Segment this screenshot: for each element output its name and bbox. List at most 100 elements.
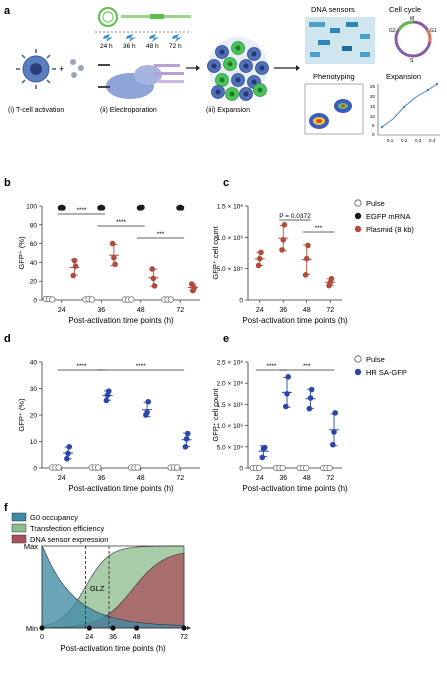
x-tick-label: 48 <box>137 475 145 482</box>
data-point-plasmid-8-kb- <box>302 272 309 278</box>
step-label-3: (iii) Expansion <box>206 107 250 114</box>
data-point-pulse <box>94 464 102 471</box>
y-tick-label: 20 <box>30 413 38 420</box>
data-point-plasmid-8-kb- <box>151 283 158 289</box>
y-axis-title: GFP⁺ cell count <box>211 388 220 442</box>
x-axis-title: Post-activation time points (h) <box>242 484 348 493</box>
expansion-cell-nucleus <box>251 51 257 57</box>
x-axis-title: Post-activation time points (h) <box>68 484 174 493</box>
x-tick-label: 72 <box>326 307 334 314</box>
data-point-plasmid-8-kb- <box>70 272 76 279</box>
data-point-plasmid-8-kb- <box>328 275 335 282</box>
panel-letter-f: f <box>4 502 8 514</box>
x-tick-label: 72 <box>176 307 184 314</box>
data-point-hr-sa-gfp <box>103 397 110 404</box>
x-tick-label: 36 <box>97 475 105 482</box>
legend-marker-hr <box>354 368 362 376</box>
exp-yt-2: 10 <box>370 114 376 119</box>
x-tick-label: 24 <box>85 634 93 641</box>
y-tick-label: 1.5 × 10⁶ <box>217 204 244 211</box>
legend-label: DNA sensor expression <box>30 535 108 544</box>
x-axis-title: Post-activation time points (h) <box>60 644 166 653</box>
expansion-cell-nucleus <box>211 63 217 69</box>
legend-marker-egfp <box>354 212 362 220</box>
x-tick-label: 48 <box>137 307 145 314</box>
legend-label: Transfection efficiency <box>30 524 104 533</box>
timepoint-36: 36 h <box>123 43 136 50</box>
plus-sign: + <box>59 64 64 74</box>
expansion-cell-nucleus <box>227 61 233 67</box>
y-label-max: Max <box>24 542 38 551</box>
legend-label: G0 occupancy <box>30 513 78 522</box>
x-tick-dot <box>110 625 116 631</box>
panel-e-chart: 0 5.0 × 10⁵ 1.0 × 10⁶ 1.5 × 10⁶ 2.0 × 10⁶ 2.5… <box>211 360 348 494</box>
x-tick-dot <box>134 625 140 631</box>
data-point-plasmid-8-kb- <box>281 222 288 228</box>
y-tick-label: 5.0 × 10⁵ <box>217 444 244 451</box>
y-tick-label: 40 <box>30 260 38 267</box>
data-point-hr-sa-gfp <box>66 444 73 450</box>
x-tick-dot <box>39 625 45 631</box>
data-point-hr-sa-gfp <box>330 441 336 448</box>
x-tick-label: 24 <box>256 307 264 314</box>
legend-label-pulse: Pulse <box>366 199 385 208</box>
cell-cycle-label-g2: G2 <box>389 28 396 34</box>
legend-swatch <box>11 523 27 533</box>
exp-xt-2: 0.3 <box>415 138 422 143</box>
data-point-pulse <box>49 296 56 303</box>
plasmid-icon <box>98 7 191 27</box>
exp-yt-4: 20 <box>370 94 376 99</box>
expansion-cell-nucleus <box>215 89 221 95</box>
x-tick-label: 24 <box>58 475 66 482</box>
y-tick-label: 20 <box>30 279 38 286</box>
y-tick-label: 1.0 × 10⁶ <box>217 423 244 430</box>
data-point-hr-sa-gfp <box>284 391 290 397</box>
y-tick-label: 0 <box>33 298 37 305</box>
panel-letter-a: a <box>4 5 11 17</box>
y-axis-title: GFP⁺ (%) <box>17 236 26 270</box>
x-tick-dot <box>181 625 187 631</box>
data-point-plasmid-8-kb- <box>191 284 197 291</box>
data-point-plasmid-8-kb- <box>305 242 311 249</box>
x-tick-label: 36 <box>109 634 117 641</box>
readout-phenotyping: Phenotyping <box>313 72 355 81</box>
legend-swatch <box>11 534 27 544</box>
data-point-plasmid-8-kb- <box>256 255 263 262</box>
data-point-hr-sa-gfp <box>184 430 191 437</box>
data-point-pulse <box>303 464 310 472</box>
x-tick-label: 72 <box>180 634 188 641</box>
data-point-plasmid-8-kb- <box>71 257 78 264</box>
y-tick-label: 10 <box>30 439 38 446</box>
data-point-plasmid-8-kb- <box>72 263 79 269</box>
readout-expansion: Expansion <box>386 72 421 81</box>
expansion-cell-nucleus <box>243 63 249 69</box>
y-tick-label: 1.5 × 10⁶ <box>217 402 244 409</box>
significance-label: **** <box>76 207 87 214</box>
significance-label: *** <box>315 225 323 232</box>
significance-label: **** <box>116 219 127 226</box>
x-tick-label: 72 <box>326 475 334 482</box>
data-point-pulse <box>173 464 181 471</box>
area-g0-occupancy <box>41 544 185 629</box>
expansion-cell-nucleus <box>259 65 265 71</box>
t-cell-icon <box>16 49 56 89</box>
y-tick-label: 2.0 × 10⁶ <box>217 381 244 388</box>
data-point-egfp-mrna <box>178 205 185 211</box>
y-axis-title: GFP⁺ cell count <box>211 226 220 280</box>
y-tick-label: 30 <box>30 386 38 393</box>
cell-cycle-label-g1: G1 <box>430 28 437 34</box>
data-point-hr-sa-gfp <box>145 398 152 405</box>
legend-label-hr: HR SA-GFP <box>366 368 407 377</box>
data-point-hr-sa-gfp <box>331 429 337 435</box>
x-tick-label: 24 <box>256 475 264 482</box>
y-tick-label: 80 <box>30 222 38 229</box>
data-point-plasmid-8-kb- <box>112 261 118 268</box>
exp-yt-0: 0 <box>372 132 375 137</box>
step-label-2: (ii) Electroporation <box>100 107 157 114</box>
y-axis-title: GFP⁺ (%) <box>17 398 26 432</box>
readout-dna-sensors: DNA sensors <box>311 5 355 14</box>
y-tick-label: 5.0 × 10⁵ <box>217 266 244 273</box>
exp-yt-1: 5 <box>372 123 375 128</box>
legend-label-egfp: EGFP mRNA <box>366 212 410 221</box>
